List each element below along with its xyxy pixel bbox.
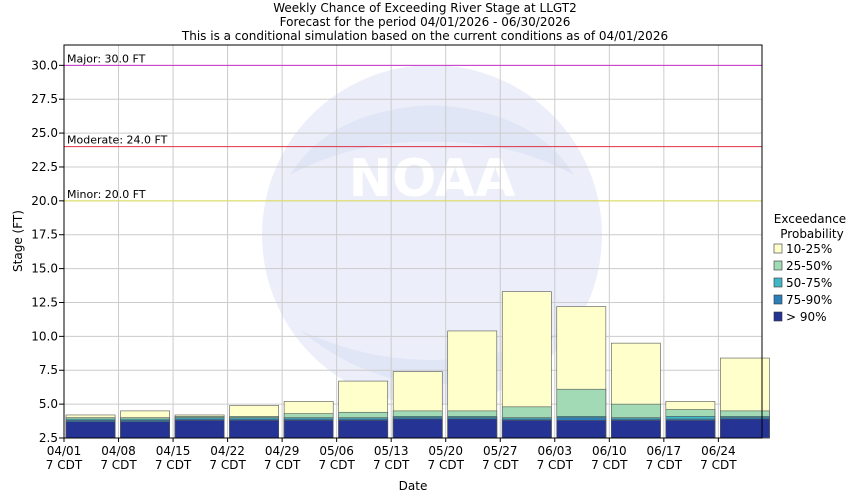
legend-swatch	[773, 260, 783, 271]
x-tick-sublabel: 7 CDT	[700, 458, 737, 472]
x-tick-sublabel: 7 CDT	[537, 458, 574, 472]
x-tick-label: 06/17	[647, 444, 682, 458]
bar-segment	[501, 420, 552, 439]
x-tick-label: 05/13	[374, 444, 409, 458]
legend-label: 75-90%	[786, 293, 832, 307]
x-tick-label: 04/08	[101, 444, 136, 458]
x-tick-sublabel: 7 CDT	[591, 458, 628, 472]
threshold-label: Minor: 20.0 FT	[67, 188, 146, 201]
y-tick-label: 22.5	[31, 160, 58, 174]
x-tick-sublabel: 7 CDT	[46, 458, 83, 472]
x-tick-label: 04/22	[210, 444, 245, 458]
bar-segment	[174, 420, 225, 439]
x-axis-title: Date	[399, 479, 428, 493]
y-tick-label: 15.0	[31, 262, 58, 276]
x-tick-label: 05/06	[319, 444, 354, 458]
x-tick-sublabel: 7 CDT	[373, 458, 410, 472]
y-tick-label: 27.5	[31, 92, 58, 106]
chart-title: Weekly Chance of Exceeding River Stage a…	[273, 1, 577, 15]
y-tick-label: 20.0	[31, 194, 58, 208]
x-tick-label: 06/10	[592, 444, 627, 458]
x-tick-sublabel: 7 CDT	[318, 458, 355, 472]
threshold-label: Major: 30.0 FT	[67, 52, 146, 65]
legend-title-1: Exceedance	[774, 212, 846, 226]
bar-segment	[283, 420, 334, 439]
legend-swatch	[773, 277, 783, 288]
legend: Exceedance Probability 10-25% 25-50% 50-75…	[773, 212, 846, 324]
chart-subtitle-1: Forecast for the period 04/01/2026 - 06/…	[280, 15, 571, 29]
x-tick-sublabel: 7 CDT	[155, 458, 192, 472]
chart-subtitle-2: This is a conditional simulation based o…	[181, 29, 668, 43]
y-tick-label: 12.5	[31, 295, 58, 309]
legend-label: 10-25%	[786, 242, 832, 256]
y-tick-label: 30.0	[31, 58, 58, 72]
x-tick-label: 04/15	[156, 444, 191, 458]
x-tick-sublabel: 7 CDT	[482, 458, 519, 472]
legend-swatch	[773, 294, 783, 305]
y-tick-label: 17.5	[31, 228, 58, 242]
x-tick-sublabel: 7 CDT	[264, 458, 301, 472]
x-tick-sublabel: 7 CDT	[428, 458, 465, 472]
y-tick-label: 2.5	[39, 431, 58, 445]
y-tick-label: 5.0	[39, 397, 58, 411]
legend-swatch	[773, 311, 783, 322]
bar-segment	[556, 420, 607, 439]
x-tick-sublabel: 7 CDT	[646, 458, 683, 472]
y-tick-label: 25.0	[31, 126, 58, 140]
bar-segment	[447, 418, 498, 439]
bar-segment	[611, 420, 661, 439]
legend-label: 50-75%	[786, 276, 832, 290]
bar-segment	[665, 420, 716, 439]
bar-segment	[65, 421, 116, 439]
plot-frame	[63, 44, 763, 439]
watermark-text: NOAA	[349, 149, 516, 209]
bar-segment	[120, 421, 170, 439]
x-tick-label: 04/01	[47, 444, 82, 458]
bar-segment	[229, 420, 279, 439]
threshold-label: Moderate: 24.0 FT	[67, 134, 168, 147]
x-tick-label: 05/27	[483, 444, 518, 458]
bar-segment	[392, 418, 443, 439]
x-tick-label: 06/03	[537, 444, 572, 458]
x-tick-label: 05/20	[428, 444, 463, 458]
axes: 2.5 5.0 7.5 10.0 12.5 15.0 17.5 20.0 22.5 25.0 27.…	[31, 44, 763, 472]
y-axis-title: Stage (FT)	[11, 210, 25, 272]
legend-label: 25-50%	[786, 259, 832, 273]
legend-title-2: Probability	[780, 227, 843, 241]
x-tick-label: 06/24	[701, 444, 736, 458]
bar-segment	[338, 420, 389, 439]
legend-swatch	[773, 243, 783, 254]
thresholds: Major: 30.0 FT Moderate: 24.0 FT Minor: 20…	[64, 52, 762, 202]
y-tick-label: 7.5	[39, 363, 58, 377]
x-tick-label: 04/29	[265, 444, 300, 458]
legend-label: > 90%	[786, 310, 827, 324]
bars	[65, 291, 770, 439]
x-tick-sublabel: 7 CDT	[100, 458, 137, 472]
x-tick-sublabel: 7 CDT	[209, 458, 246, 472]
y-tick-label: 10.0	[31, 329, 58, 343]
